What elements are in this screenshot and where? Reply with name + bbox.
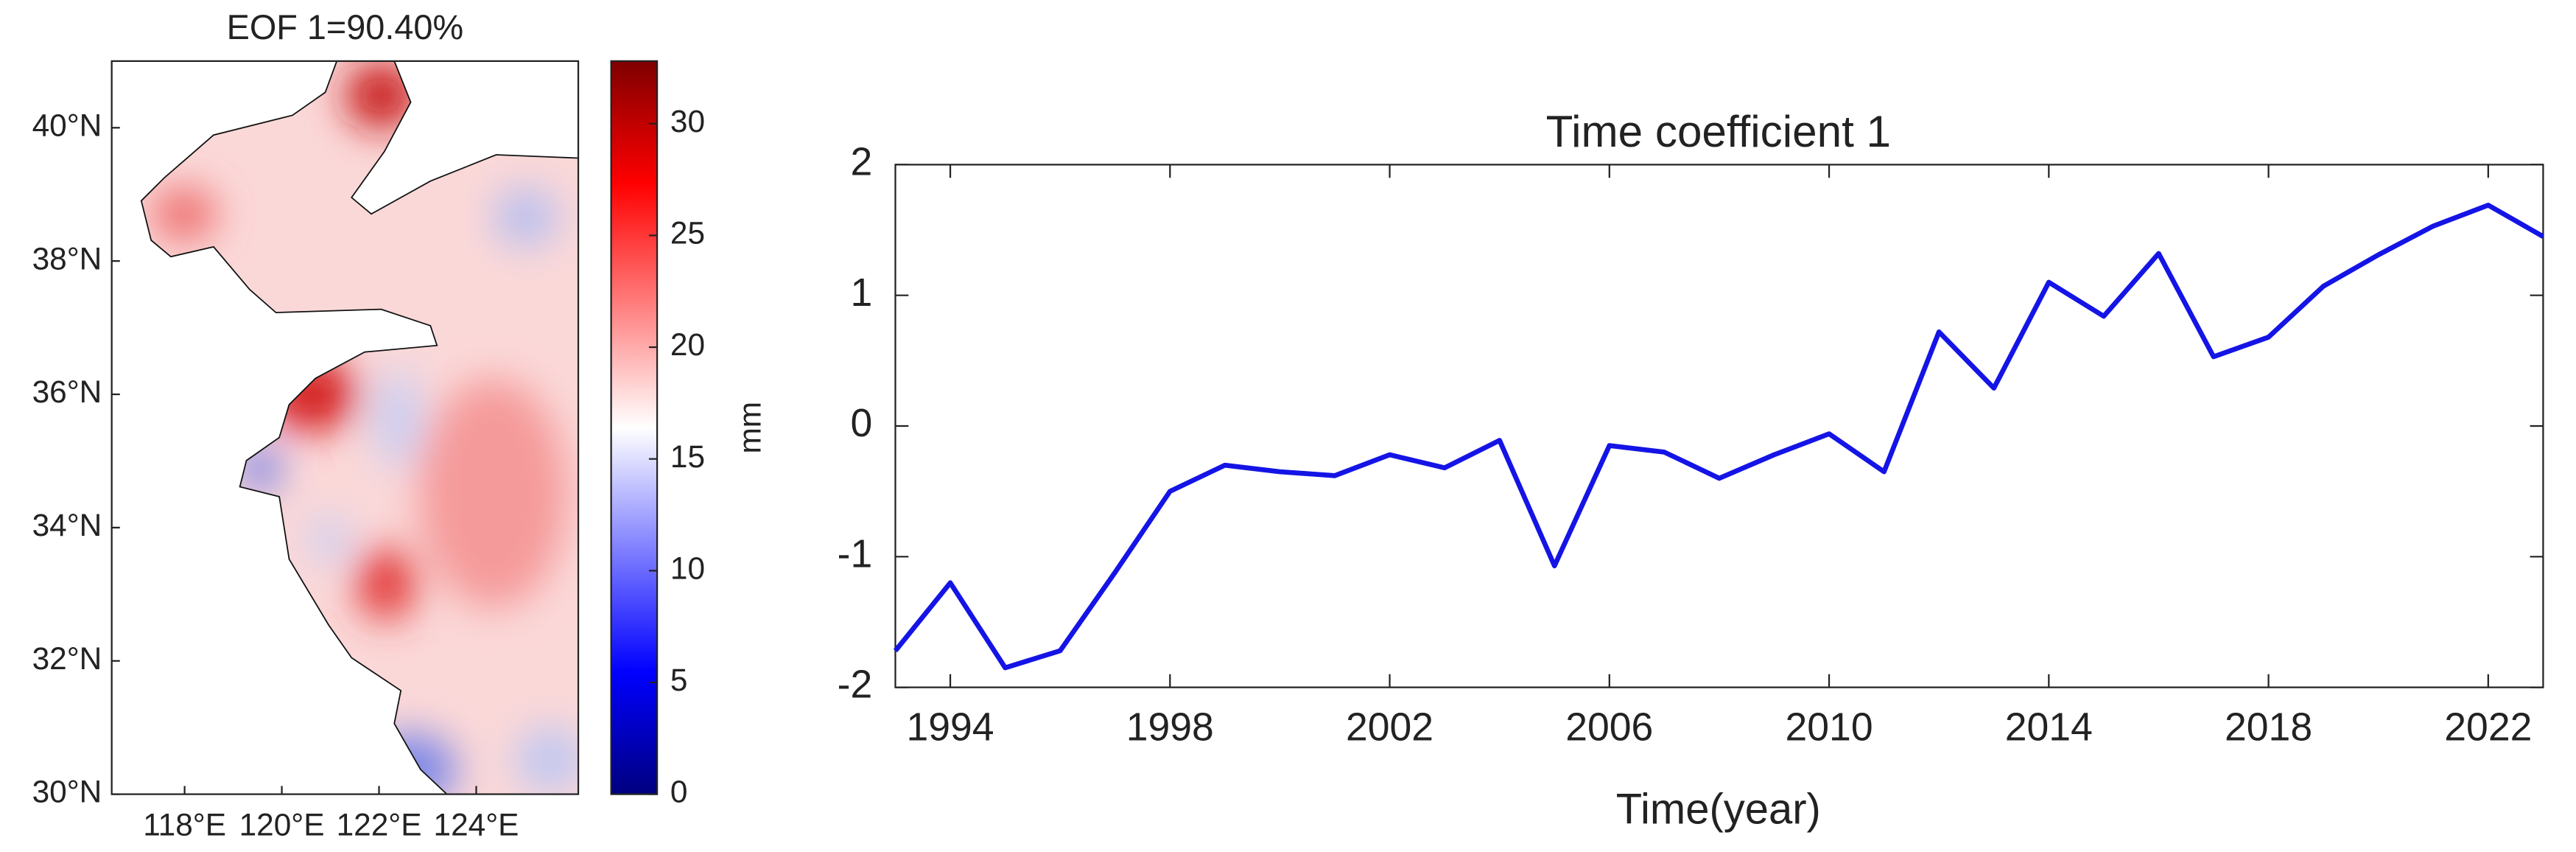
x-tick-label: 2002 bbox=[1346, 706, 1433, 750]
colorbar-tick-label: 30 bbox=[670, 104, 705, 139]
x-tick-label: 2014 bbox=[2005, 706, 2093, 750]
colorbar-tick-label: 0 bbox=[670, 775, 688, 809]
line-frame bbox=[894, 164, 2544, 688]
y-tick-label: 32°N bbox=[32, 641, 102, 676]
x-tick-label: 1994 bbox=[907, 706, 994, 750]
colorbar-label: mm bbox=[733, 402, 768, 454]
x-axis-label: Time(year) bbox=[1616, 786, 1821, 833]
colorbar-tick-label: 25 bbox=[670, 216, 705, 251]
y-tick-label: 1 bbox=[850, 271, 872, 315]
y-tick-label: 34°N bbox=[32, 508, 102, 542]
y-tick-label: 36°N bbox=[32, 374, 102, 409]
x-tick-label: 118°E bbox=[143, 807, 226, 842]
y-tick-label: 30°N bbox=[32, 775, 102, 809]
colorbar-tick-label: 5 bbox=[670, 663, 688, 697]
map-field bbox=[111, 60, 579, 795]
data-line bbox=[893, 203, 2545, 671]
x-tick-label: 2022 bbox=[2444, 706, 2532, 750]
x-tick-label: 2010 bbox=[1786, 706, 1873, 750]
x-tick-label: 122°E bbox=[337, 807, 422, 842]
x-tick-label: 120°E bbox=[239, 807, 325, 842]
colorbar bbox=[610, 60, 659, 795]
y-tick-label: 40°N bbox=[32, 108, 102, 143]
x-tick-label: 124°E bbox=[434, 807, 519, 842]
y-tick-label: 2 bbox=[850, 141, 872, 184]
colorbar-tick-label: 10 bbox=[670, 551, 705, 586]
y-tick-label: 0 bbox=[850, 402, 872, 445]
y-tick-label: -1 bbox=[838, 532, 873, 576]
y-tick-label: -2 bbox=[838, 663, 873, 707]
x-tick-label: 1998 bbox=[1126, 706, 1214, 750]
y-tick-label: 38°N bbox=[32, 241, 102, 276]
x-tick-label: 2018 bbox=[2225, 706, 2312, 750]
colorbar-tick-label: 15 bbox=[670, 439, 705, 474]
line-title: Time coefficient 1 bbox=[1546, 106, 1891, 156]
colorbar-tick-label: 20 bbox=[670, 327, 705, 362]
map-frame bbox=[110, 60, 580, 795]
x-tick-label: 2006 bbox=[1565, 706, 1653, 750]
map-title: EOF 1=90.40% bbox=[227, 8, 463, 46]
